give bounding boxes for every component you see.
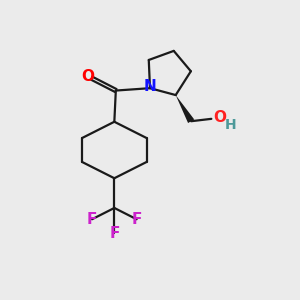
Polygon shape bbox=[176, 95, 194, 123]
Text: O: O bbox=[213, 110, 226, 125]
Text: H: H bbox=[225, 118, 236, 132]
Text: F: F bbox=[131, 212, 142, 227]
Text: O: O bbox=[81, 69, 94, 84]
Text: F: F bbox=[87, 212, 97, 227]
Text: N: N bbox=[144, 80, 156, 94]
Text: F: F bbox=[109, 226, 119, 241]
